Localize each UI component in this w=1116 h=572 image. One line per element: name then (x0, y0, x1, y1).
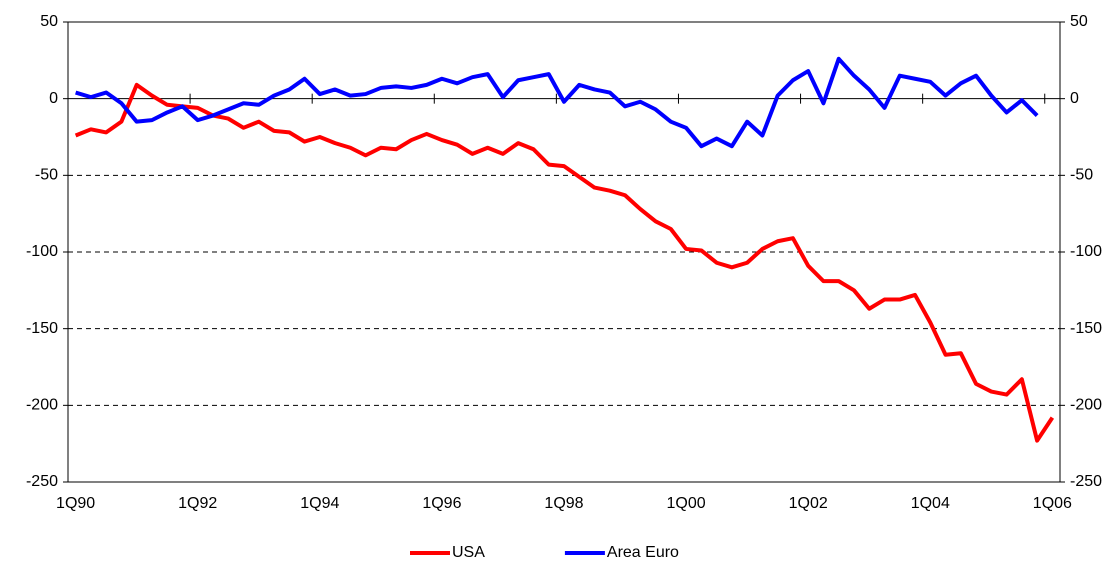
y-tick-label: -250 (26, 473, 58, 490)
x-tick-label: 1Q94 (300, 495, 339, 512)
x-tick-label: 1Q00 (667, 495, 706, 512)
y-tick-label: -50 (35, 167, 58, 184)
legend-label: Area Euro (607, 544, 679, 561)
y2-tick-label: -100 (1070, 243, 1102, 260)
x-tick-label: 1Q06 (1033, 495, 1072, 512)
y2-tick-label: -200 (1070, 397, 1102, 414)
series-line (75, 56, 1039, 149)
y2-tick-label: 0 (1070, 90, 1079, 107)
x-tick-label: 1Q98 (544, 495, 583, 512)
plot-frame (67, 21, 1061, 483)
y2-tick-label: -50 (1070, 167, 1093, 184)
x-tick-label: 1Q96 (422, 495, 461, 512)
x-tick-label: 1Q04 (911, 495, 950, 512)
y2-tick-label: -250 (1070, 473, 1102, 490)
x-tick-label: 1Q90 (56, 495, 95, 512)
y-tick-label: -150 (26, 320, 58, 337)
y-tick-label: 50 (40, 13, 58, 30)
y-tick-label: -100 (26, 243, 58, 260)
x-tick-label: 1Q92 (178, 495, 217, 512)
y2-tick-label: 50 (1070, 13, 1088, 30)
legend-label: USA (452, 544, 485, 561)
series-line (74, 82, 1055, 443)
y-tick-label: -200 (26, 397, 58, 414)
y-tick-label: 0 (49, 90, 58, 107)
x-tick-label: 1Q02 (789, 495, 828, 512)
y2-tick-label: -150 (1070, 320, 1102, 337)
